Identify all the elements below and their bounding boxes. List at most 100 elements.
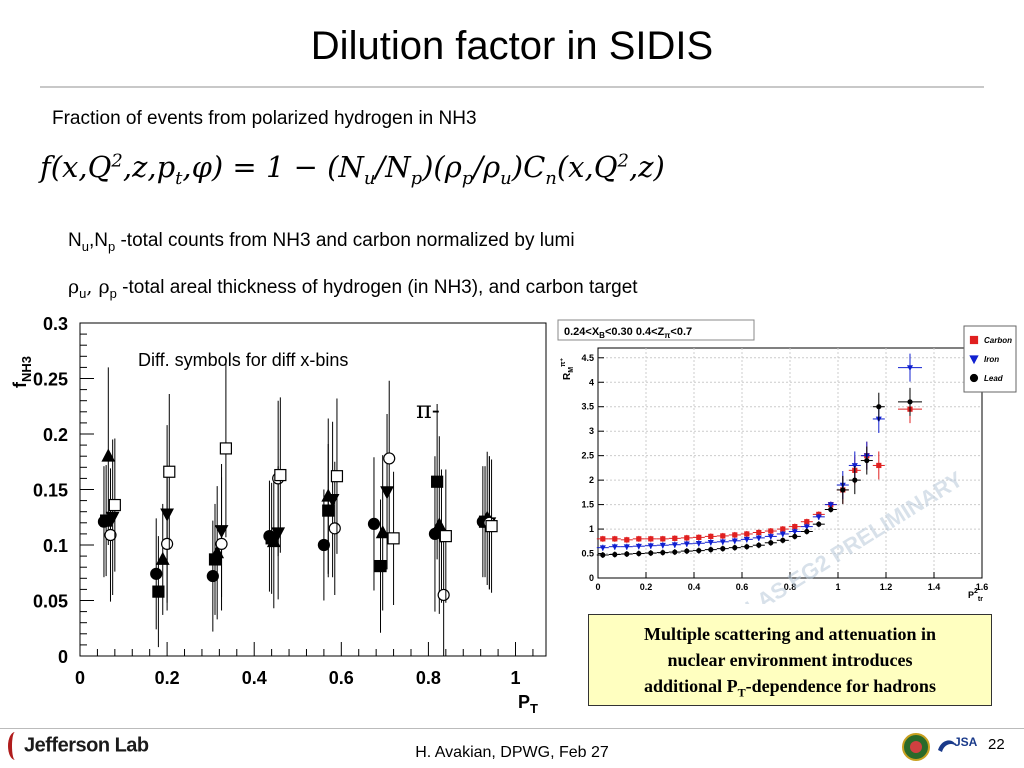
data-point (672, 535, 678, 541)
x-tick-label: 0.8 (416, 668, 441, 688)
formula-part: )C (511, 150, 546, 184)
data-points (596, 353, 922, 558)
legend-marker (969, 335, 979, 345)
data-point (743, 537, 750, 543)
legend-items: Carbon Iron Lead (969, 335, 1012, 383)
jsa-logo-text: JSA (954, 735, 978, 749)
panel-label-sub: π (664, 331, 670, 340)
axis-ticks: 0 0.05 0.1 0.15 0.2 0.25 0.3 0 0.2 0.4 0.6 0.8 1 (33, 314, 534, 688)
data-point (437, 588, 450, 602)
def-symbol: ρ (68, 276, 80, 298)
y-axis-label: fNH3 (10, 356, 34, 388)
x-tick-label: 0.4 (242, 668, 267, 688)
data-point (374, 559, 387, 573)
legend-marker (969, 355, 979, 365)
data-point (215, 537, 228, 550)
panel-label-part: 0.24<X (564, 326, 600, 338)
jlab-swoosh-icon (8, 732, 22, 760)
panel-label-part: <0.30 0.4<Z (605, 326, 665, 338)
y-label-main: R (562, 372, 573, 380)
data-point (600, 536, 606, 542)
panel-label: 0.24<XB<0.30 0.4<Zπ<0.7 (564, 326, 692, 340)
page-number: 22 (988, 736, 1005, 753)
data-point (816, 521, 822, 527)
formula-sup: 2 (111, 150, 123, 172)
data-point (150, 567, 163, 580)
panel-label-sub: B (599, 331, 605, 340)
multiplicity-ratio-plot: 0.24<XB<0.30 0.4<Zπ<0.7 0 0.2 0.4 0.6 0.8 1 1.… (556, 318, 1020, 604)
y-tick-label: 2.5 (581, 451, 594, 461)
data-point (791, 529, 798, 535)
y-tick-label: 0.1 (43, 536, 68, 556)
formula-part: ,z,p (122, 150, 176, 184)
def-symbol: ,N (88, 230, 108, 251)
def-text: -total counts from NH3 and carbon normal… (115, 230, 575, 251)
data-point (744, 544, 750, 550)
y-tick-label: 3 (589, 426, 594, 436)
definition-thickness: ρu, ρp -total areal thickness of hydroge… (68, 276, 638, 301)
y-label-sub: NH3 (19, 356, 34, 382)
x-tick-label: 0.4 (688, 582, 701, 592)
data-point (852, 477, 858, 483)
partner-logos: JSA (902, 733, 978, 761)
footer-divider (0, 728, 1024, 729)
note-box: Multiple scattering and attenuation in n… (588, 614, 992, 706)
x-tick-label: 1 (511, 668, 521, 688)
axis-ticks: 0 0.2 0.4 0.6 0.8 1 1.2 1.4 1.6 0 0.5 1 1.5 2 2.5 3 3.5 4… (581, 353, 988, 592)
data-point (485, 520, 498, 533)
data-point (804, 528, 810, 535)
legend-label: Lead (984, 374, 1004, 383)
data-point (219, 442, 232, 455)
data-point (161, 537, 174, 550)
data-point (840, 487, 846, 493)
data-point (696, 547, 702, 554)
y-tick-label: 2 (589, 475, 594, 485)
dilution-formula: f(x,Q2,z,pt,φ) = 1 − (Nu/Np)(ρp/ρu)Cn(x,… (40, 150, 665, 189)
formula-sub: u (363, 167, 376, 189)
data-point (263, 530, 276, 543)
data-point (768, 528, 774, 534)
formula-sub: t (175, 167, 183, 189)
legend: Carbon Iron Lead (963, 325, 1017, 393)
y-label-main: f (10, 381, 30, 388)
data-point (660, 536, 666, 542)
data-points (97, 359, 498, 656)
data-point (815, 514, 822, 521)
data-point (828, 506, 834, 513)
x-label-main: P (968, 590, 974, 600)
legend-marker (969, 373, 979, 383)
data-point (683, 541, 690, 548)
x-tick-label: 0.2 (640, 582, 653, 592)
panel-label-part: <0.7 (670, 326, 692, 338)
x-tick-label: 0.8 (784, 582, 797, 592)
def-symbol: , ρ (86, 276, 110, 298)
data-point (756, 529, 762, 536)
data-point (695, 540, 702, 547)
footer-author: H. Avakian, DPWG, Feb 27 (415, 744, 609, 761)
data-point (779, 531, 786, 538)
data-point (780, 526, 786, 532)
logo-text: Jefferson Lab (24, 734, 149, 757)
data-point (383, 452, 396, 465)
data-point (648, 536, 654, 542)
def-sub: u (79, 285, 87, 301)
y-tick-label: 0 (58, 647, 68, 667)
y-tick-label: 0.5 (581, 549, 594, 559)
data-point (611, 544, 618, 551)
data-point (803, 524, 810, 531)
formula-part: ,φ) = 1 − (N (182, 150, 364, 184)
data-point (827, 502, 834, 509)
y-tick-label: 0.15 (33, 481, 68, 501)
jefferson-lab-logo: Jefferson Lab (8, 732, 149, 760)
data-point (325, 494, 340, 508)
formula-part: /ρ (473, 150, 501, 184)
y-tick-label: 0.2 (43, 425, 68, 445)
data-point (768, 540, 774, 546)
note-line: Multiple scattering and attenuation in (643, 624, 936, 644)
panel-label-box (557, 319, 755, 341)
y-label-sub: M (568, 367, 575, 373)
data-point (708, 547, 714, 553)
data-point (428, 527, 442, 540)
data-point (732, 545, 738, 551)
y-tick-label: 0.3 (43, 314, 68, 334)
